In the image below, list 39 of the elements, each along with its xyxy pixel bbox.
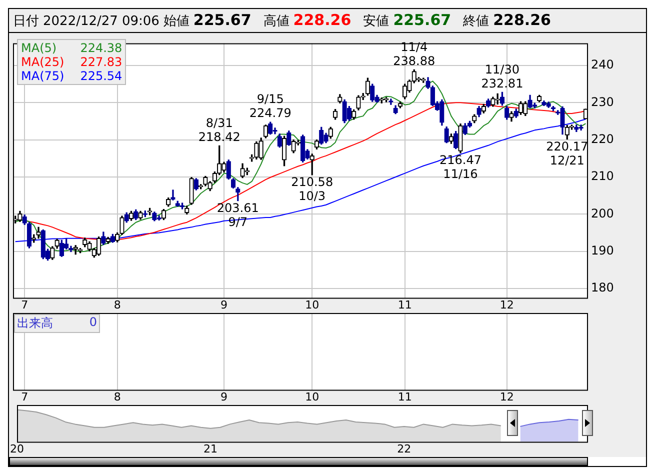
annotation: 9/15 224.79 xyxy=(249,92,292,120)
y-tick-label: 190 xyxy=(591,243,614,258)
y-tick-label: 200 xyxy=(591,206,614,220)
x-tick-label: 20 xyxy=(10,442,24,456)
category-label: 8 xyxy=(114,390,121,404)
text: MA(75) xyxy=(21,69,64,83)
y-tick-label: 220 xyxy=(591,132,614,146)
annotation: 216.47 11/16 xyxy=(439,153,482,182)
annotation: 224.38 xyxy=(80,41,122,55)
y-tick-label: 230 xyxy=(591,94,614,109)
x-tick-label: 10 xyxy=(305,298,320,312)
text: 0 xyxy=(89,315,97,331)
category-label: 9 xyxy=(220,390,228,404)
annotation: 11/4 238.88 xyxy=(393,40,436,68)
category-label: 10 xyxy=(305,390,320,404)
text: MA(5) xyxy=(21,41,58,55)
annotation: 210.58 10/3 xyxy=(291,174,334,203)
x-tick-label: 12 xyxy=(500,298,514,312)
x-tick-label: 8 xyxy=(114,298,121,312)
chart-title: 日付 2022/12/27 09:06 始値 225.67 高値 228.26 安値 225.67 終値 228.26 xyxy=(13,11,551,29)
x-tick-label: 7 xyxy=(21,298,28,312)
annotation: 227.83 xyxy=(80,55,122,69)
candlestick xyxy=(495,93,500,104)
category-label: 7 xyxy=(21,390,28,404)
annotation: 225.54 xyxy=(80,69,122,83)
x-tick-label: 11 xyxy=(398,298,412,312)
annotation: 220.17 12/21 xyxy=(546,139,588,168)
annotation: 11/30 232.81 xyxy=(481,62,524,90)
x-tick-label: 9 xyxy=(220,298,228,312)
y-tick-label: 180 xyxy=(591,280,614,295)
y-tick-label: 210 xyxy=(591,169,614,184)
text: MA(25) xyxy=(21,55,64,69)
text: 出来高 xyxy=(17,315,53,332)
x-tick-label: 22 xyxy=(397,442,412,456)
category-label: 12 xyxy=(500,390,514,404)
category-label: 11 xyxy=(398,390,412,404)
y-tick-label: 240 xyxy=(591,58,614,72)
x-tick-label: 21 xyxy=(204,442,218,456)
annotation: 8/31 218.42 xyxy=(198,116,240,144)
